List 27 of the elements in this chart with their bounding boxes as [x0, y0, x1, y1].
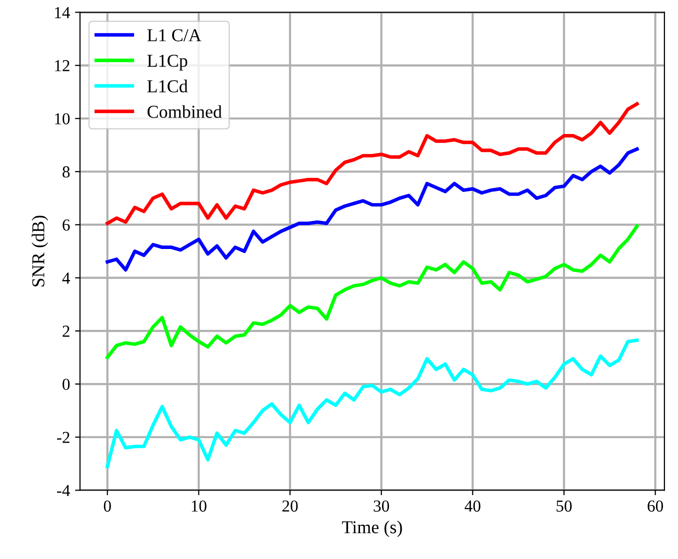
x-tick-label: 40	[464, 500, 480, 512]
line-series	[106, 102, 639, 226]
line-series	[106, 224, 639, 360]
legend-label: L1 C/A	[147, 29, 202, 42]
y-tick-label: -2	[57, 432, 70, 443]
y-tick-label: -4	[57, 485, 70, 496]
x-tick-label: 30	[374, 500, 390, 512]
y-tick-label: 2	[62, 326, 70, 337]
x-tick-label: 50	[556, 500, 572, 512]
y-tick-label: 12	[55, 60, 70, 72]
legend-label: L1Cd	[147, 80, 188, 92]
y-tick-label: 0	[62, 378, 70, 390]
y-tick-label: 10	[55, 113, 70, 124]
line-series	[106, 338, 639, 468]
legend-label: L1Cp	[147, 54, 188, 71]
legend-label: Combined	[148, 105, 222, 118]
y-axis-title: SNR (dB)	[32, 216, 48, 286]
x-tick-label: 10	[192, 500, 206, 512]
x-tick-label: 20	[282, 500, 298, 512]
x-tick-label: 0	[104, 500, 111, 512]
x-tick-label: 60	[648, 500, 664, 512]
x-axis-title: Time (s)	[342, 520, 402, 538]
line-series	[106, 147, 639, 272]
y-tick-label: 6	[62, 219, 70, 231]
y-tick-label: 8	[62, 166, 70, 178]
y-tick-label: 14	[55, 7, 70, 18]
y-tick-label: 4	[62, 272, 70, 284]
